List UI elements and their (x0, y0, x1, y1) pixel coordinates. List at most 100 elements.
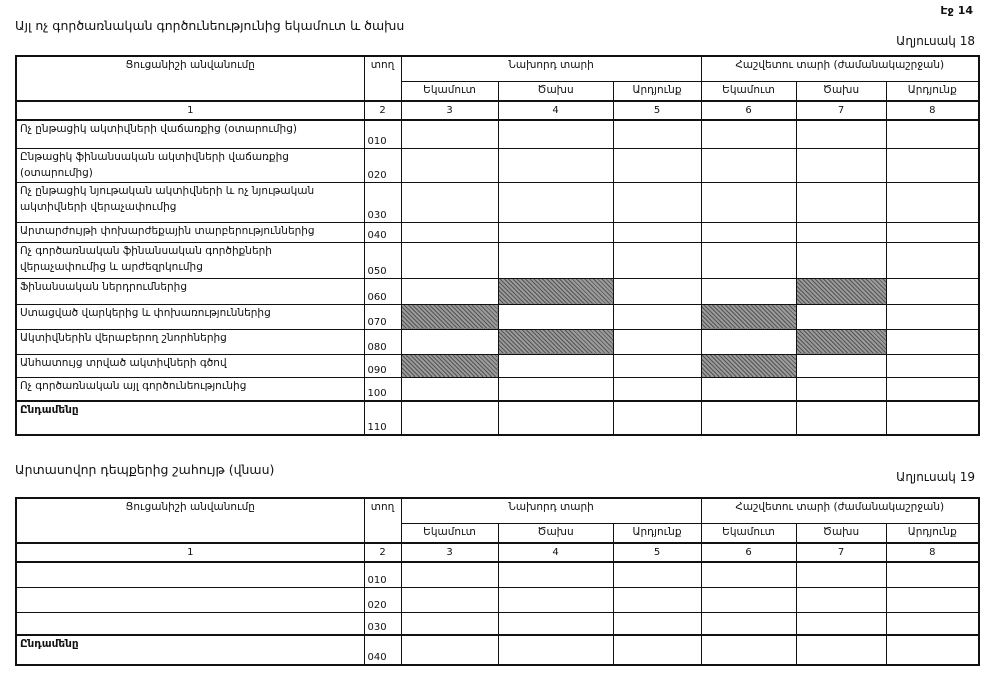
value-cell[interactable] (795, 353, 887, 378)
value-cell[interactable] (400, 147, 499, 183)
row-code: 020 (363, 586, 402, 613)
table19-title: Արտասովոր դեպքերից շահույթ (վնաս) (15, 462, 275, 477)
value-cell[interactable] (612, 277, 702, 305)
value-cell[interactable] (795, 221, 887, 243)
value-cell[interactable] (795, 303, 887, 330)
value-cell[interactable] (795, 634, 887, 666)
value-cell[interactable] (497, 147, 614, 183)
table-row: 020 (15, 586, 980, 613)
value-cell[interactable] (400, 634, 499, 666)
value-cell[interactable] (700, 328, 797, 355)
value-cell[interactable] (612, 303, 702, 330)
value-cell[interactable] (885, 634, 980, 666)
value-cell[interactable] (497, 241, 614, 279)
value-cell[interactable] (612, 611, 702, 636)
value-cell[interactable] (612, 181, 702, 223)
value-cell[interactable] (497, 611, 614, 636)
value-cell[interactable] (612, 634, 702, 666)
row-code: 070 (363, 303, 402, 330)
value-cell[interactable] (700, 221, 797, 243)
value-cell[interactable] (700, 586, 797, 613)
col-number: 8 (885, 542, 980, 563)
table-row: Ոչ գործառնական այլ գործունեությունից 100 (15, 376, 980, 402)
row-code: 040 (363, 634, 402, 666)
value-cell[interactable] (795, 400, 887, 436)
value-cell[interactable] (795, 611, 887, 636)
value-cell[interactable] (497, 119, 614, 149)
value-cell[interactable] (885, 241, 980, 279)
value-cell[interactable] (612, 241, 702, 279)
value-cell[interactable] (497, 376, 614, 402)
value-cell[interactable] (497, 400, 614, 436)
value-cell[interactable] (612, 147, 702, 183)
col-number: 4 (497, 100, 614, 121)
value-cell[interactable] (700, 277, 797, 305)
col-number: 1 (15, 542, 365, 563)
value-cell[interactable] (885, 147, 980, 183)
value-cell[interactable] (885, 328, 980, 355)
header-result: Արդյունք (885, 522, 980, 544)
value-cell[interactable] (795, 586, 887, 613)
header-line: տող (363, 497, 402, 544)
value-cell[interactable] (885, 277, 980, 305)
value-cell[interactable] (700, 611, 797, 636)
table-row: Արտարժույթի փոխարժեքային տարբերություննե… (15, 221, 980, 243)
value-cell[interactable] (400, 241, 499, 279)
value-cell[interactable] (497, 353, 614, 378)
value-cell[interactable] (497, 221, 614, 243)
value-cell[interactable] (795, 119, 887, 149)
value-cell[interactable] (885, 400, 980, 436)
value-cell[interactable] (885, 119, 980, 149)
value-cell[interactable] (885, 303, 980, 330)
value-cell[interactable] (400, 119, 499, 149)
value-cell[interactable] (497, 586, 614, 613)
table-19: Ցուցանիշի անվանումը տող Նախորդ տարի Հաշվետո… (15, 497, 980, 666)
value-cell[interactable] (885, 586, 980, 613)
value-cell[interactable] (700, 376, 797, 402)
value-cell[interactable] (700, 241, 797, 279)
value-cell[interactable] (497, 181, 614, 223)
value-cell[interactable] (795, 376, 887, 402)
value-cell[interactable] (612, 221, 702, 243)
value-cell[interactable] (795, 241, 887, 279)
table19-label: Աղյուսակ 19 (896, 470, 975, 484)
value-cell[interactable] (885, 611, 980, 636)
value-cell[interactable] (497, 634, 614, 666)
value-cell[interactable] (497, 561, 614, 588)
value-cell[interactable] (612, 586, 702, 613)
col-number: 5 (612, 100, 702, 121)
value-cell[interactable] (795, 561, 887, 588)
value-cell[interactable] (612, 561, 702, 588)
value-cell[interactable] (795, 147, 887, 183)
value-cell[interactable] (700, 634, 797, 666)
value-cell[interactable] (885, 221, 980, 243)
value-cell[interactable] (885, 376, 980, 402)
value-cell[interactable] (885, 181, 980, 223)
value-cell[interactable] (400, 586, 499, 613)
value-cell[interactable] (400, 277, 499, 305)
col-number: 1 (15, 100, 365, 121)
value-cell[interactable] (400, 611, 499, 636)
value-cell[interactable] (700, 561, 797, 588)
value-cell[interactable] (612, 376, 702, 402)
value-cell[interactable] (885, 561, 980, 588)
value-cell[interactable] (400, 376, 499, 402)
value-cell[interactable] (497, 303, 614, 330)
value-cell[interactable] (700, 119, 797, 149)
header-report-year: Հաշվետու տարի (ժամանակաշրջան) (700, 497, 980, 524)
value-cell[interactable] (885, 353, 980, 378)
value-cell[interactable] (700, 181, 797, 223)
row-code: 030 (363, 181, 402, 223)
value-cell[interactable] (612, 353, 702, 378)
value-cell[interactable] (612, 328, 702, 355)
value-cell[interactable] (400, 181, 499, 223)
value-cell[interactable] (700, 400, 797, 436)
value-cell[interactable] (400, 221, 499, 243)
value-cell[interactable] (612, 119, 702, 149)
value-cell[interactable] (700, 147, 797, 183)
value-cell[interactable] (612, 400, 702, 436)
value-cell[interactable] (795, 181, 887, 223)
value-cell[interactable] (400, 328, 499, 355)
value-cell[interactable] (400, 561, 499, 588)
value-cell[interactable] (400, 400, 499, 436)
